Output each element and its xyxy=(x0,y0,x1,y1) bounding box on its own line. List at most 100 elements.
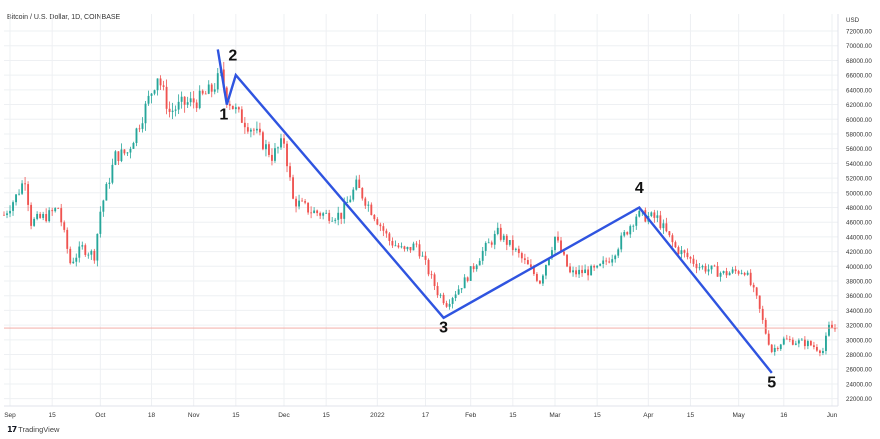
candle-body xyxy=(316,210,319,214)
candle-body xyxy=(466,277,469,281)
candle-body xyxy=(493,233,496,245)
candle-body xyxy=(442,294,445,304)
x-tick-label: Sep xyxy=(4,412,16,419)
candle-body xyxy=(33,218,36,226)
candle-body xyxy=(713,265,716,267)
candle-body xyxy=(255,128,258,131)
candle-body xyxy=(638,210,641,217)
candle-body xyxy=(385,230,388,234)
candle-body xyxy=(289,166,291,178)
candle-body xyxy=(18,193,20,195)
candle-body xyxy=(710,265,713,270)
candle-body xyxy=(406,246,409,250)
candle-body xyxy=(400,246,403,248)
candle-body xyxy=(514,248,517,250)
wave-line xyxy=(216,49,773,374)
candle-body xyxy=(608,261,611,263)
candle-body xyxy=(57,208,60,209)
candle-body xyxy=(147,95,150,104)
candle-body xyxy=(517,248,520,254)
candle-body xyxy=(734,269,737,272)
candle-body xyxy=(313,210,316,214)
candle-body xyxy=(794,343,797,345)
candle-body xyxy=(418,244,421,257)
candle-body xyxy=(677,247,680,255)
candle-body xyxy=(764,319,767,334)
x-tick-label: 15 xyxy=(594,412,602,419)
candle-body xyxy=(138,128,141,130)
candle-body xyxy=(749,272,752,285)
candle-body xyxy=(322,213,325,216)
y-tick-label: 38000.00 xyxy=(846,279,872,286)
candle-body xyxy=(63,222,66,230)
y-tick-label: 42000.00 xyxy=(846,249,872,256)
candle-body xyxy=(159,78,162,86)
candle-body xyxy=(472,266,475,270)
candle-body xyxy=(689,257,692,259)
candle-body xyxy=(9,210,11,214)
candle-body xyxy=(180,96,183,102)
candle-body xyxy=(566,254,568,267)
candle-body xyxy=(6,213,8,215)
candle-body xyxy=(379,224,382,227)
candle-body xyxy=(581,269,584,274)
candle-body xyxy=(737,271,740,274)
y-tick-label: 70000.00 xyxy=(846,43,872,50)
candle-body xyxy=(785,338,788,340)
candle-body xyxy=(246,127,249,132)
candle-body xyxy=(427,259,430,275)
candle-body xyxy=(135,128,138,144)
x-tick-label: Apr xyxy=(643,412,654,419)
tradingview-logo-icon: 𝟭𝟳 xyxy=(7,425,17,434)
candle-body xyxy=(809,341,812,346)
candle-body xyxy=(21,183,23,194)
candle-body xyxy=(397,245,400,248)
candle-body xyxy=(743,272,746,275)
candle-body xyxy=(207,84,210,94)
candle-body xyxy=(593,265,596,268)
candle-body xyxy=(111,164,114,183)
candle-body xyxy=(340,212,343,219)
candle-body xyxy=(656,215,659,218)
candle-body xyxy=(532,267,535,274)
candle-body xyxy=(746,272,749,275)
candle-body xyxy=(129,148,132,153)
y-axis-currency: USD xyxy=(846,17,860,24)
candle-body xyxy=(445,303,448,307)
candle-body xyxy=(620,235,623,250)
wave-label: 3 xyxy=(439,319,448,336)
candle-body xyxy=(15,194,17,203)
candle-body xyxy=(692,258,695,264)
candle-body xyxy=(602,260,605,264)
candle-body xyxy=(87,254,90,256)
candle-body xyxy=(451,298,454,304)
candle-body xyxy=(707,269,710,272)
y-tick-label: 26000.00 xyxy=(846,367,872,374)
candle-body xyxy=(671,235,674,243)
candle-body xyxy=(484,243,487,251)
candle-body xyxy=(183,96,186,105)
y-tick-label: 24000.00 xyxy=(846,381,872,388)
candle-body xyxy=(822,351,824,353)
candle-body xyxy=(174,109,177,111)
candle-body xyxy=(150,93,153,96)
y-tick-label: 40000.00 xyxy=(846,264,872,271)
candle-body xyxy=(439,294,442,296)
y-tick-label: 60000.00 xyxy=(846,117,872,124)
candle-body xyxy=(367,204,370,206)
y-tick-label: 66000.00 xyxy=(846,73,872,80)
tradingview-logo[interactable]: 𝟭𝟳 TradingView xyxy=(7,425,59,434)
candle-body xyxy=(195,102,198,109)
candle-body xyxy=(84,245,87,255)
y-tick-label: 52000.00 xyxy=(846,176,872,183)
candle-body xyxy=(132,143,135,149)
candle-body xyxy=(277,147,279,149)
x-tick-label: 15 xyxy=(509,412,517,419)
candle-body xyxy=(448,303,451,307)
candle-body xyxy=(307,202,310,213)
candle-body xyxy=(39,213,42,218)
candle-body xyxy=(123,149,126,154)
candle-body xyxy=(548,258,550,266)
candle-body xyxy=(292,177,294,199)
